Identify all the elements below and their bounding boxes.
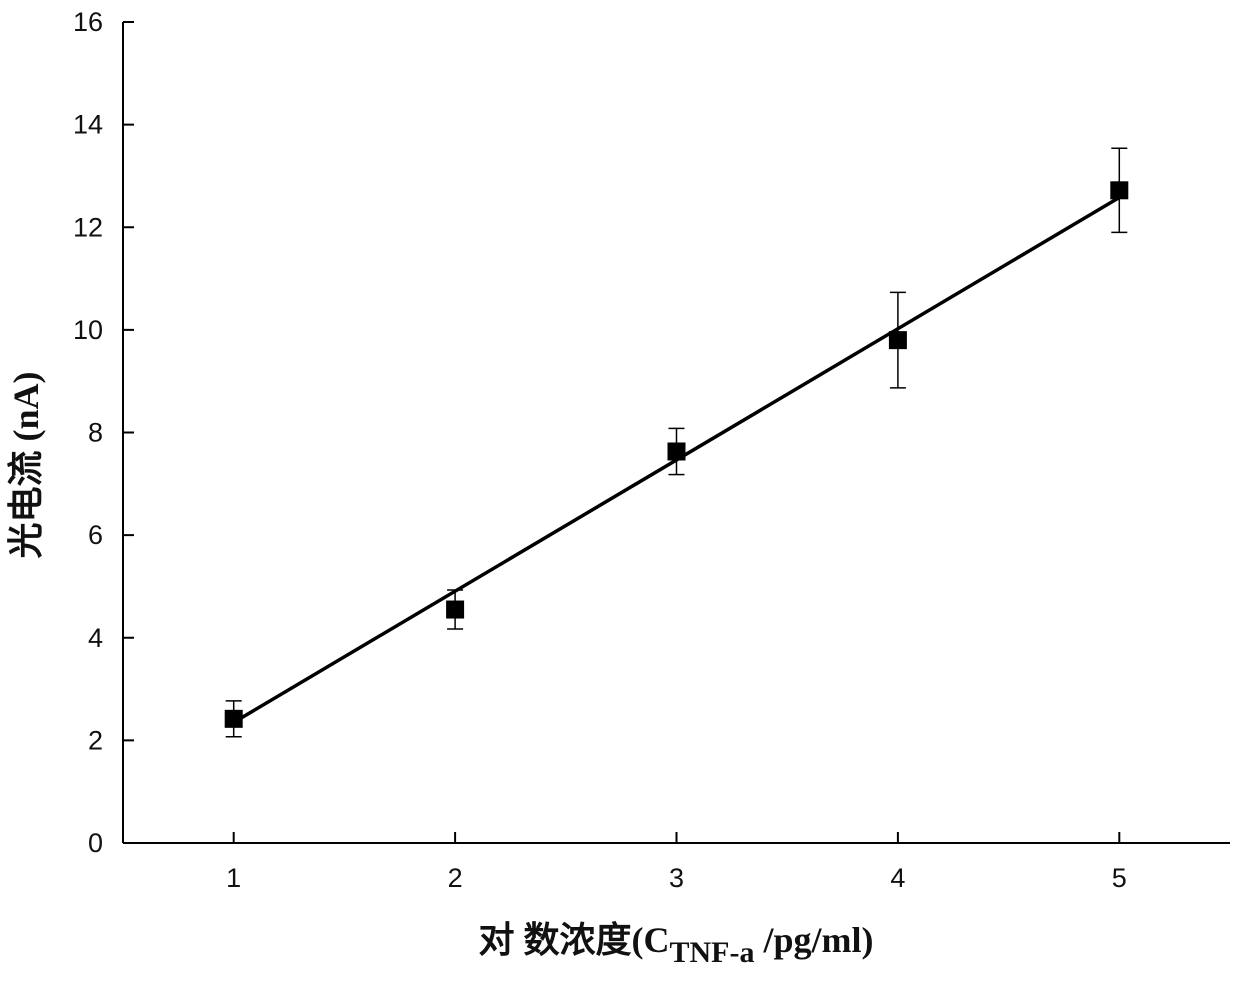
y-tick-label: 6 — [88, 520, 103, 550]
y-tick-label: 14 — [73, 110, 103, 140]
data-point — [1110, 181, 1128, 199]
y-tick-label: 4 — [88, 623, 103, 653]
x-axis-title-subscript: TNF-a — [669, 936, 754, 969]
y-axis-title: 光电流 (nA) — [6, 372, 46, 559]
y-tick-label: 16 — [73, 7, 103, 37]
x-tick-label: 4 — [890, 863, 905, 893]
y-tick-label: 10 — [73, 315, 103, 345]
x-axis-title: 对 数浓度(CTNF-a /pg/ml) — [478, 920, 873, 969]
data-point — [889, 331, 907, 349]
x-tick-label: 3 — [669, 863, 684, 893]
x-tick-label: 2 — [448, 863, 463, 893]
y-tick-label: 12 — [73, 212, 103, 242]
data-point — [668, 442, 686, 460]
y-tick-label: 2 — [88, 725, 103, 755]
x-axis-title-suffix: /pg/ml) — [754, 920, 873, 960]
data-point — [225, 710, 243, 728]
x-axis-title-main: 对 数浓度(C — [478, 920, 669, 960]
tick-labels: 024681012141612345 — [73, 7, 1127, 893]
y-tick-label: 0 — [88, 828, 103, 858]
y-tick-label: 8 — [88, 418, 103, 448]
x-tick-label: 1 — [226, 863, 241, 893]
x-tick-label: 5 — [1112, 863, 1127, 893]
data-point — [446, 601, 464, 619]
